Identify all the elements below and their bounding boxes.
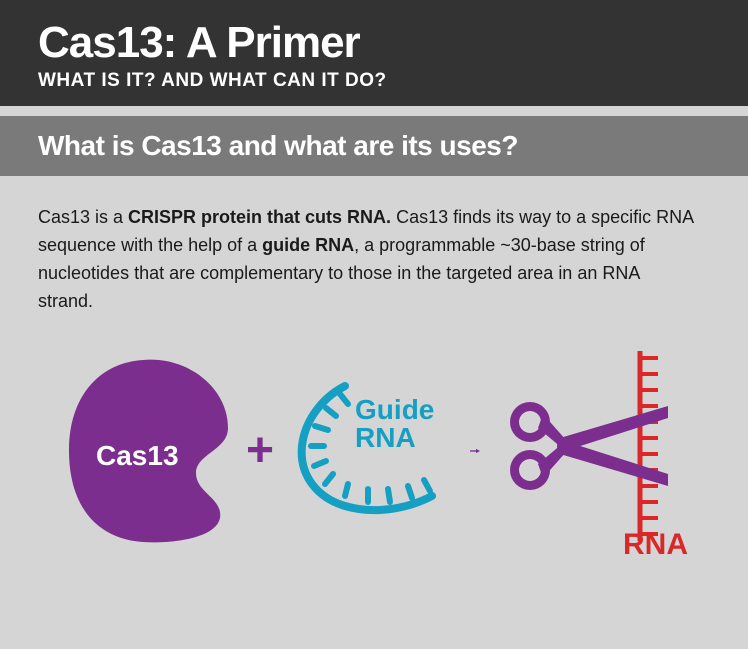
header-dark: Cas13: A Primer WHAT IS IT? AND WHAT CAN…	[0, 0, 748, 106]
cas13-label: Cas13	[96, 440, 179, 472]
section-header: What is Cas13 and what are its uses?	[0, 116, 748, 176]
guide-l1: Guide	[355, 394, 434, 425]
section-title: What is Cas13 and what are its uses?	[38, 130, 710, 162]
cas13-blob: Cas13	[68, 358, 230, 544]
scissors-rna: RNA	[500, 346, 680, 556]
arrow-icon	[470, 431, 480, 471]
body-section: Cas13 is a CRISPR protein that cuts RNA.…	[0, 176, 748, 576]
guide-l2: RNA	[355, 422, 416, 453]
guide-rna: Guide RNA	[290, 376, 450, 526]
rna-label: RNA	[623, 528, 688, 562]
plus-symbol: +	[246, 423, 274, 478]
p1-bold2: guide RNA	[262, 235, 354, 255]
body-text: Cas13 is a CRISPR protein that cuts RNA.…	[38, 204, 698, 316]
guide-rna-label: Guide RNA	[355, 396, 434, 452]
main-title: Cas13: A Primer	[38, 18, 710, 68]
gap-light	[0, 106, 748, 116]
p1-lead: Cas13 is a	[38, 207, 128, 227]
subtitle: WHAT IS IT? AND WHAT CAN IT DO?	[38, 70, 710, 92]
scissors-rna-svg	[500, 346, 680, 556]
p1-bold1: CRISPR protein that cuts RNA.	[128, 207, 391, 227]
diagram-row: Cas13 +	[38, 316, 710, 556]
